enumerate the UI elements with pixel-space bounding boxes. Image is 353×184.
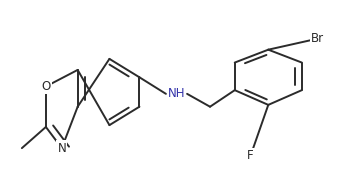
Text: N: N xyxy=(58,142,66,155)
Text: Br: Br xyxy=(311,32,324,45)
Text: F: F xyxy=(247,149,254,162)
Text: O: O xyxy=(41,80,50,93)
Text: NH: NH xyxy=(168,87,185,100)
